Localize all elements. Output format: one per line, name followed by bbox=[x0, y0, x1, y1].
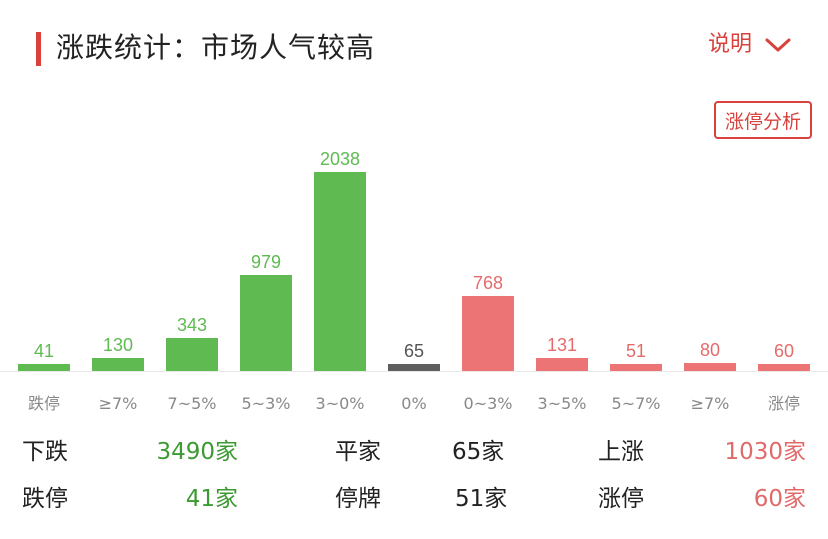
bar-value-label-4: 2038 bbox=[320, 149, 360, 169]
bar-value-label-2: 343 bbox=[177, 315, 207, 335]
category-label-10: 涨停 bbox=[768, 394, 800, 413]
category-label-5: 0% bbox=[401, 394, 426, 413]
category-label-2: 7~5% bbox=[168, 394, 217, 413]
explain-label: 说明 bbox=[707, 32, 752, 57]
category-label-1: ≥7% bbox=[99, 394, 138, 413]
bar-value-label-5: 65 bbox=[404, 341, 424, 361]
flat-value: 65家 bbox=[452, 439, 505, 465]
bar-value-label-1: 130 bbox=[103, 335, 133, 355]
category-label-9: ≥7% bbox=[691, 394, 730, 413]
limit-up-label: 涨停 bbox=[598, 486, 644, 512]
bar-value-label-9: 80 bbox=[700, 340, 720, 360]
bar-value-label-10: 60 bbox=[774, 341, 794, 361]
bar-7 bbox=[536, 358, 588, 371]
down-total-label: 下跌 bbox=[22, 439, 68, 465]
bar-value-label-7: 131 bbox=[547, 335, 577, 355]
chevron-down-icon bbox=[765, 38, 791, 52]
bar-value-label-8: 51 bbox=[626, 341, 646, 361]
bar-value-label-6: 768 bbox=[473, 273, 503, 293]
bar-1 bbox=[92, 358, 144, 371]
limit-analysis-button[interactable]: 涨停分析 bbox=[714, 101, 812, 139]
bar-10 bbox=[758, 364, 810, 371]
category-label-7: 3~5% bbox=[538, 394, 587, 413]
limit-down-value: 41家 bbox=[185, 486, 238, 512]
category-label-6: 0~3% bbox=[464, 394, 513, 413]
up-total-label: 上涨 bbox=[598, 439, 644, 465]
explain-button[interactable]: 说明 bbox=[708, 30, 792, 60]
suspended-label: 停牌 bbox=[335, 486, 381, 512]
bar-8 bbox=[610, 364, 662, 371]
category-label-4: 3~0% bbox=[316, 394, 365, 413]
bar-value-label-3: 979 bbox=[251, 252, 281, 272]
category-label-8: 5~7% bbox=[612, 394, 661, 413]
bar-value-label-0: 41 bbox=[34, 341, 54, 361]
bar-9 bbox=[684, 363, 736, 371]
title-accent-bar bbox=[36, 32, 41, 66]
up-total-value: 1030家 bbox=[724, 439, 806, 465]
page-title: 涨跌统计：市场人气较高 bbox=[56, 31, 376, 64]
suspended-value: 51家 bbox=[455, 486, 508, 512]
distribution-chart: 41 跌停 130 ≥7% 343 7~5% 979 5~3% 2038 3~0% 65 0% 768 0… bbox=[0, 149, 828, 413]
bar-5 bbox=[388, 364, 440, 371]
flat-label: 平家 bbox=[335, 439, 381, 465]
bar-4 bbox=[314, 172, 366, 371]
bar-6 bbox=[462, 296, 514, 371]
down-total-value: 3490家 bbox=[156, 439, 238, 465]
category-label-0: 跌停 bbox=[28, 394, 60, 413]
bar-2 bbox=[166, 338, 218, 371]
bar-3 bbox=[240, 275, 292, 371]
category-label-3: 5~3% bbox=[242, 394, 291, 413]
bar-0 bbox=[18, 364, 70, 371]
limit-down-label: 跌停 bbox=[22, 486, 68, 512]
limit-up-value: 60家 bbox=[753, 486, 806, 512]
